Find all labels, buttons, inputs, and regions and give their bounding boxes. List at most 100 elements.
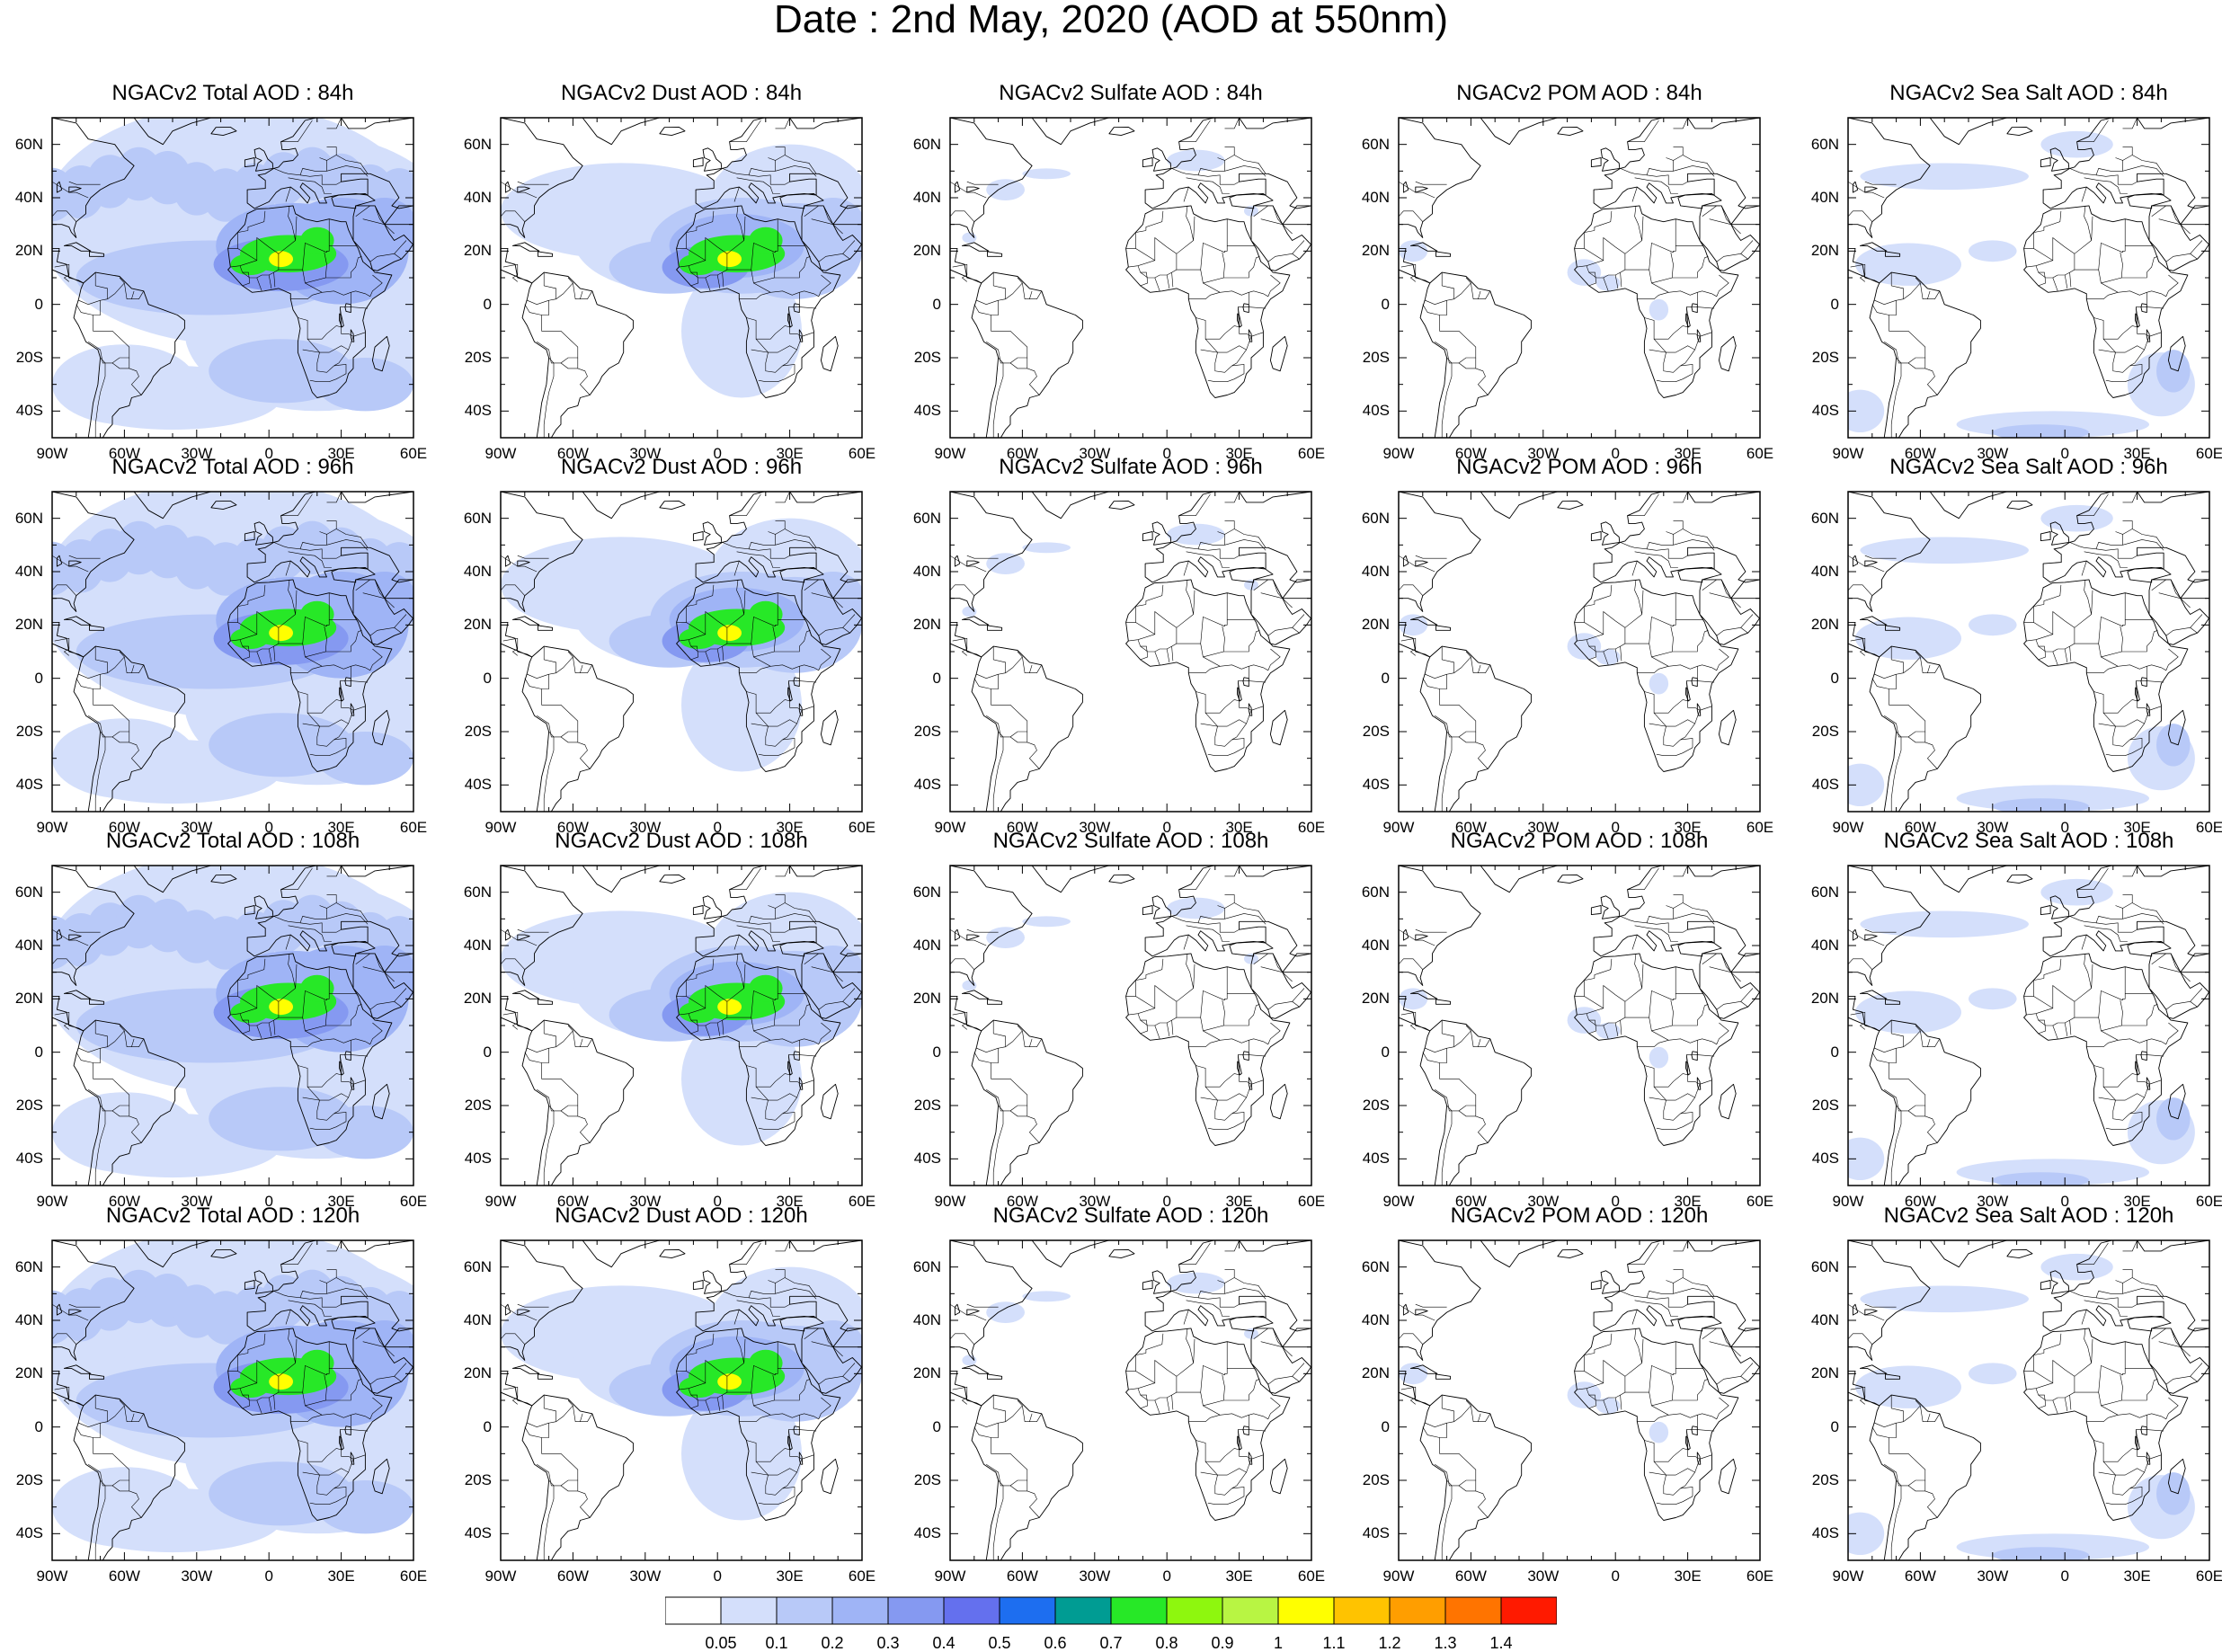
country-border: [1183, 187, 1189, 202]
country-border: [950, 1333, 975, 1345]
country-borders: [501, 866, 856, 1186]
lat-tick-label: 40N: [1810, 189, 1839, 206]
country-border: [950, 584, 975, 596]
lon-tick-label: 60W: [556, 445, 589, 462]
aod-contour-region: [316, 358, 413, 412]
country-border: [736, 177, 780, 194]
country-border: [305, 252, 327, 284]
lake-outline: [1864, 934, 1878, 941]
lat-tick-label: 60N: [912, 883, 941, 901]
aod-contour-region: [1969, 240, 2017, 262]
country-border: [543, 1105, 555, 1186]
country-border: [1292, 240, 1305, 260]
country-border: [124, 282, 135, 299]
colorbar-swatch: [1166, 1596, 1223, 1625]
panel-title: NGACv2 POM AOD : 96h: [1456, 455, 1702, 479]
country-border: [1730, 224, 1741, 235]
country-border: [1422, 304, 1440, 315]
coastline: [1269, 1083, 1288, 1120]
country-border: [676, 230, 697, 249]
country-border: [280, 493, 313, 517]
country-border: [230, 1008, 257, 1016]
country-border: [580, 1038, 593, 1047]
tick-marks: [1847, 865, 2210, 1186]
lon-tick-label: 30W: [1527, 1193, 1560, 1210]
country-border: [722, 1280, 776, 1299]
coastline: [2049, 147, 2070, 172]
lon-tick-label: 30E: [1674, 819, 1702, 836]
country-border: [1927, 664, 1941, 673]
coastline: [1409, 616, 1438, 626]
lon-tick-label: 60E: [399, 1568, 428, 1585]
lat-tick-label: 40N: [463, 1311, 492, 1328]
country-border: [247, 210, 266, 231]
coastline: [971, 271, 1083, 438]
country-border: [2081, 187, 2087, 202]
lon-tick-label: 30W: [181, 445, 213, 462]
lat-tick-label: 0: [483, 669, 492, 687]
country-border: [2095, 922, 2138, 933]
country-border: [1673, 165, 1715, 177]
aod-contour-region: [749, 226, 783, 254]
tick-marks: [51, 865, 414, 1186]
coastline: [1269, 1458, 1288, 1495]
tick-marks: [1847, 491, 2210, 813]
country-border: [1178, 120, 1211, 143]
country-border: [1400, 1011, 1417, 1030]
country-border: [986, 1020, 1028, 1112]
country-border: [2101, 1374, 2123, 1407]
country-border: [1907, 1485, 1925, 1492]
tick-marks: [1847, 117, 2210, 439]
country-border: [2043, 958, 2062, 979]
lon-tick-label: 30E: [1674, 1193, 1702, 1210]
country-border: [1740, 240, 1754, 260]
country-border: [1267, 1376, 1293, 1385]
lake-outline: [1402, 555, 1409, 567]
country-border: [788, 1054, 803, 1085]
panel-title: NGACv2 Total AOD : 108h: [105, 829, 360, 853]
country-border: [1649, 723, 1693, 757]
lon-tick-label: 30E: [776, 1568, 804, 1585]
country-border: [1137, 1013, 1281, 1045]
country-border: [54, 263, 70, 282]
aod-contour-region: [230, 253, 270, 276]
country-border: [696, 584, 715, 605]
coastline: [1399, 492, 1481, 612]
lake-outline: [504, 181, 511, 193]
country-border: [2151, 953, 2166, 965]
coastline: [820, 709, 839, 746]
coastline: [2006, 1248, 2033, 1259]
tick-marks: [949, 491, 1312, 813]
lake-outline: [68, 186, 82, 193]
country-border: [305, 1374, 327, 1407]
lon-tick-label: 30E: [2123, 1193, 2151, 1210]
country-border: [1425, 673, 1447, 679]
lat-tick-label: 60N: [1810, 509, 1839, 527]
country-border: [1716, 1001, 1741, 1010]
country-border: [340, 680, 354, 711]
country-border: [1267, 1001, 1293, 1010]
country-border: [573, 656, 583, 673]
country-border: [1171, 1395, 1174, 1410]
coastline: [352, 205, 413, 271]
lon-tick-label: 0: [2060, 1193, 2069, 1210]
lon-tick-label: 60E: [848, 445, 876, 462]
country-border: [1027, 358, 1040, 395]
coastline: [2040, 1280, 2051, 1291]
coastline: [52, 866, 135, 986]
country-border: [247, 1333, 266, 1354]
country-border: [1848, 181, 1885, 199]
country-border: [2129, 349, 2145, 367]
coastline: [89, 625, 105, 631]
country-border: [705, 277, 711, 291]
aod-contour-region: [351, 572, 413, 636]
lake-outline: [966, 934, 980, 941]
lon-tick-label: 30E: [2123, 819, 2151, 836]
country-border: [753, 999, 776, 1032]
coastline: [210, 874, 237, 884]
lat-tick-label: 0: [483, 1043, 492, 1061]
country-border: [782, 1471, 797, 1489]
country-border: [326, 218, 330, 253]
country-border: [1166, 648, 1170, 662]
country-border: [1253, 953, 1268, 965]
